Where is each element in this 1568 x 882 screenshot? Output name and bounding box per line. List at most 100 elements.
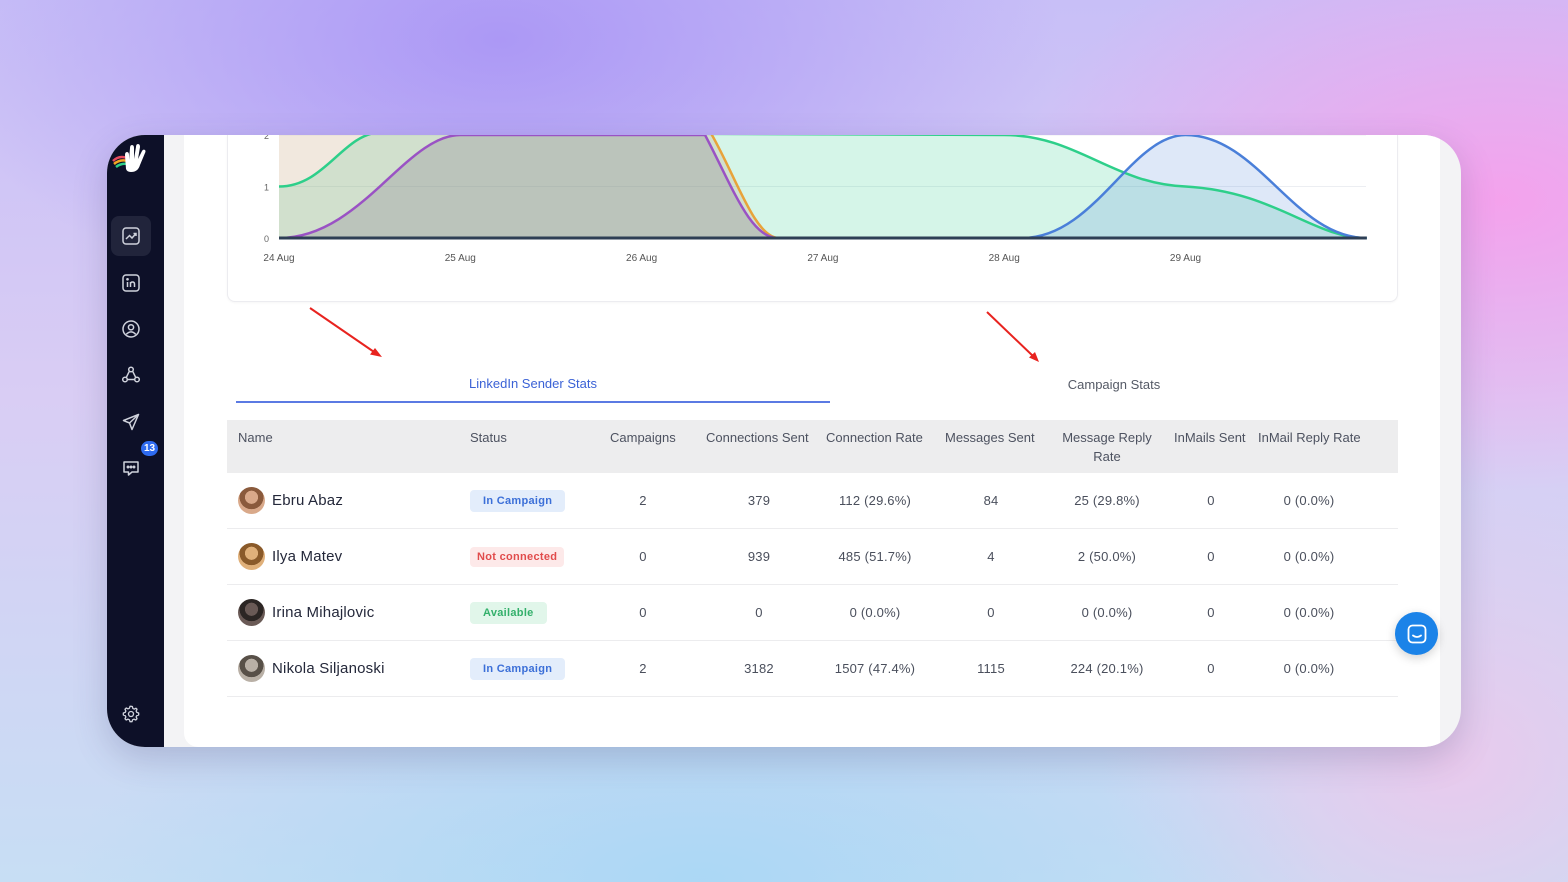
sender-name-cell: Irina Mihajlovic (238, 585, 374, 640)
chart-series-line (1022, 135, 1367, 240)
avatar (238, 487, 265, 514)
red-arrow-annotation (986, 311, 1039, 362)
sender-stats-table: Name Status Campaigns Connections Sent C… (227, 420, 1398, 697)
chart-y-tick-label: 0 (264, 234, 269, 244)
table-row[interactable]: Ilya Matev Not connected 0 939 485 (51.7… (227, 529, 1398, 585)
campaigns-cell: 2 (639, 661, 647, 676)
sidebar-item-settings[interactable] (111, 694, 151, 734)
sidebar-item-messages[interactable]: 13 (111, 440, 160, 488)
sender-name-cell: Ilya Matev (238, 529, 342, 584)
message-reply-rate-cell: 2 (50.0%) (1077, 549, 1137, 564)
connection-rate-cell: 0 (0.0%) (849, 605, 901, 620)
connection-rate-cell: 485 (51.7%) (838, 549, 912, 564)
inmails-sent-cell: 0 (1207, 605, 1215, 620)
column-header-connections-sent[interactable]: Connections Sent (706, 430, 809, 445)
sidebar-item-contacts[interactable] (111, 309, 151, 349)
status-badge: In Campaign (470, 657, 566, 680)
chart-series-line (278, 135, 778, 240)
connection-rate-cell: 112 (29.6%) (838, 493, 912, 508)
chart-y-tick-label: 2 (264, 135, 269, 141)
chat-support-icon (1407, 624, 1426, 643)
message-reply-rate-cell: 224 (20.1%) (1070, 661, 1144, 676)
messages-count-badge: 13 (140, 440, 160, 457)
connections-sent-cell: 3182 (744, 661, 774, 676)
connections-sent-cell: 379 (747, 493, 771, 508)
inmail-reply-rate-cell: 0 (0.0%) (1283, 605, 1335, 620)
column-header-connection-rate[interactable]: Connection Rate (826, 430, 923, 445)
status-cell: In Campaign (470, 641, 566, 696)
column-header-name[interactable]: Name (238, 430, 273, 445)
sender-name[interactable]: Nikola Siljanoski (272, 660, 385, 677)
messages-sent-cell: 4 (987, 549, 995, 564)
chart-series-area (279, 135, 1367, 238)
hand-logo-icon[interactable] (111, 141, 151, 175)
table-row[interactable]: Ebru Abaz In Campaign 2 379 112 (29.6%) … (227, 473, 1398, 529)
campaigns-cell: 0 (639, 549, 647, 564)
messages-sent-cell: 84 (983, 493, 999, 508)
table-row[interactable]: Nikola Siljanoski In Campaign 2 3182 150… (227, 641, 1398, 697)
inmails-sent-cell: 0 (1207, 549, 1215, 564)
avatar (238, 599, 265, 626)
campaigns-cell: 0 (639, 605, 647, 620)
sidebar-item-linkedin[interactable] (111, 263, 151, 303)
column-header-line: Rate (1093, 449, 1121, 464)
user-circle-icon (122, 320, 140, 338)
chart-x-tick-label: 26 Aug (626, 253, 657, 264)
table-row[interactable]: Irina Mihajlovic Available 0 0 0 (0.0%) … (227, 585, 1398, 641)
network-icon (121, 366, 141, 383)
campaigns-cell: 2 (639, 493, 647, 508)
activity-chart-card: 0 1 2 24 Aug 25 Aug 26 Aug 27 Aug 28 Aug 29 Aug (227, 135, 1398, 302)
status-cell: In Campaign (470, 473, 566, 528)
inmails-sent-cell: 0 (1207, 493, 1215, 508)
sidebar-item-analytics[interactable] (111, 216, 151, 256)
table-header: Name Status Campaigns Connections Sent C… (227, 420, 1398, 473)
sidebar-item-network[interactable] (111, 355, 151, 395)
column-header-inmail-reply-rate[interactable]: InMail Reply Rate (1258, 430, 1361, 445)
column-header-messages-sent[interactable]: Messages Sent (945, 430, 1035, 445)
chart-series-line (278, 135, 1367, 240)
inmail-reply-rate-cell: 0 (0.0%) (1283, 493, 1335, 508)
sender-name-cell: Nikola Siljanoski (238, 641, 385, 696)
chart-series-area (279, 135, 1367, 238)
inmail-reply-rate-cell: 0 (0.0%) (1283, 661, 1335, 676)
sender-name[interactable]: Ebru Abaz (272, 492, 344, 509)
linkedin-icon (122, 274, 140, 292)
column-header-line: Message Reply (1062, 430, 1152, 445)
status-cell: Available (470, 585, 547, 640)
app-window: 13 0 1 2 24 Aug 25 Aug 26 Aug 27 Aug 28 Aug 29 A… (107, 135, 1461, 747)
red-arrow-annotation (309, 307, 382, 357)
chat-icon (123, 461, 139, 476)
support-chat-button[interactable] (1395, 612, 1438, 655)
sender-name[interactable]: Ilya Matev (272, 548, 343, 565)
connections-sent-cell: 939 (747, 549, 771, 564)
sidebar: 13 (107, 135, 164, 747)
chart-x-tick-label: 25 Aug (445, 253, 476, 264)
messages-sent-cell: 1115 (977, 661, 1005, 676)
activity-chart: 0 1 2 24 Aug 25 Aug 26 Aug 27 Aug 28 Aug 29 Aug (263, 135, 1367, 264)
column-header-inmails-sent[interactable]: InMails Sent (1174, 430, 1246, 445)
inmail-reply-rate-cell: 0 (0.0%) (1283, 549, 1335, 564)
sender-name[interactable]: Irina Mihajlovic (272, 604, 375, 621)
column-header-message-reply-rate[interactable]: Message Reply Rate (1045, 428, 1169, 466)
gear-icon (122, 705, 140, 723)
chart-series-line (710, 135, 778, 240)
status-badge: Available (470, 601, 547, 624)
connection-rate-cell: 1507 (47.4%) (834, 661, 916, 676)
status-cell: Not connected (470, 529, 565, 584)
column-header-campaigns[interactable]: Campaigns (610, 430, 676, 445)
message-reply-rate-cell: 25 (29.8%) (1074, 493, 1140, 508)
stats-tabs: LinkedIn Sender Stats Campaign Stats (236, 365, 1398, 403)
chart-x-tick-label: 24 Aug (263, 253, 294, 264)
status-badge: In Campaign (470, 489, 566, 512)
connections-sent-cell: 0 (755, 605, 763, 620)
tab-campaign-stats[interactable]: Campaign Stats (1067, 376, 1161, 392)
message-reply-rate-cell: 0 (0.0%) (1081, 605, 1133, 620)
avatar (238, 655, 265, 682)
status-badge: Not connected (470, 546, 565, 567)
chart-y-tick-label: 1 (264, 183, 269, 193)
chart-trend-icon (122, 227, 140, 245)
sidebar-item-campaigns[interactable] (111, 402, 151, 442)
tab-linkedin-sender-stats[interactable]: LinkedIn Sender Stats (236, 365, 830, 403)
main-content: 0 1 2 24 Aug 25 Aug 26 Aug 27 Aug 28 Aug 29 Aug … (184, 135, 1440, 747)
column-header-status[interactable]: Status (470, 430, 507, 445)
